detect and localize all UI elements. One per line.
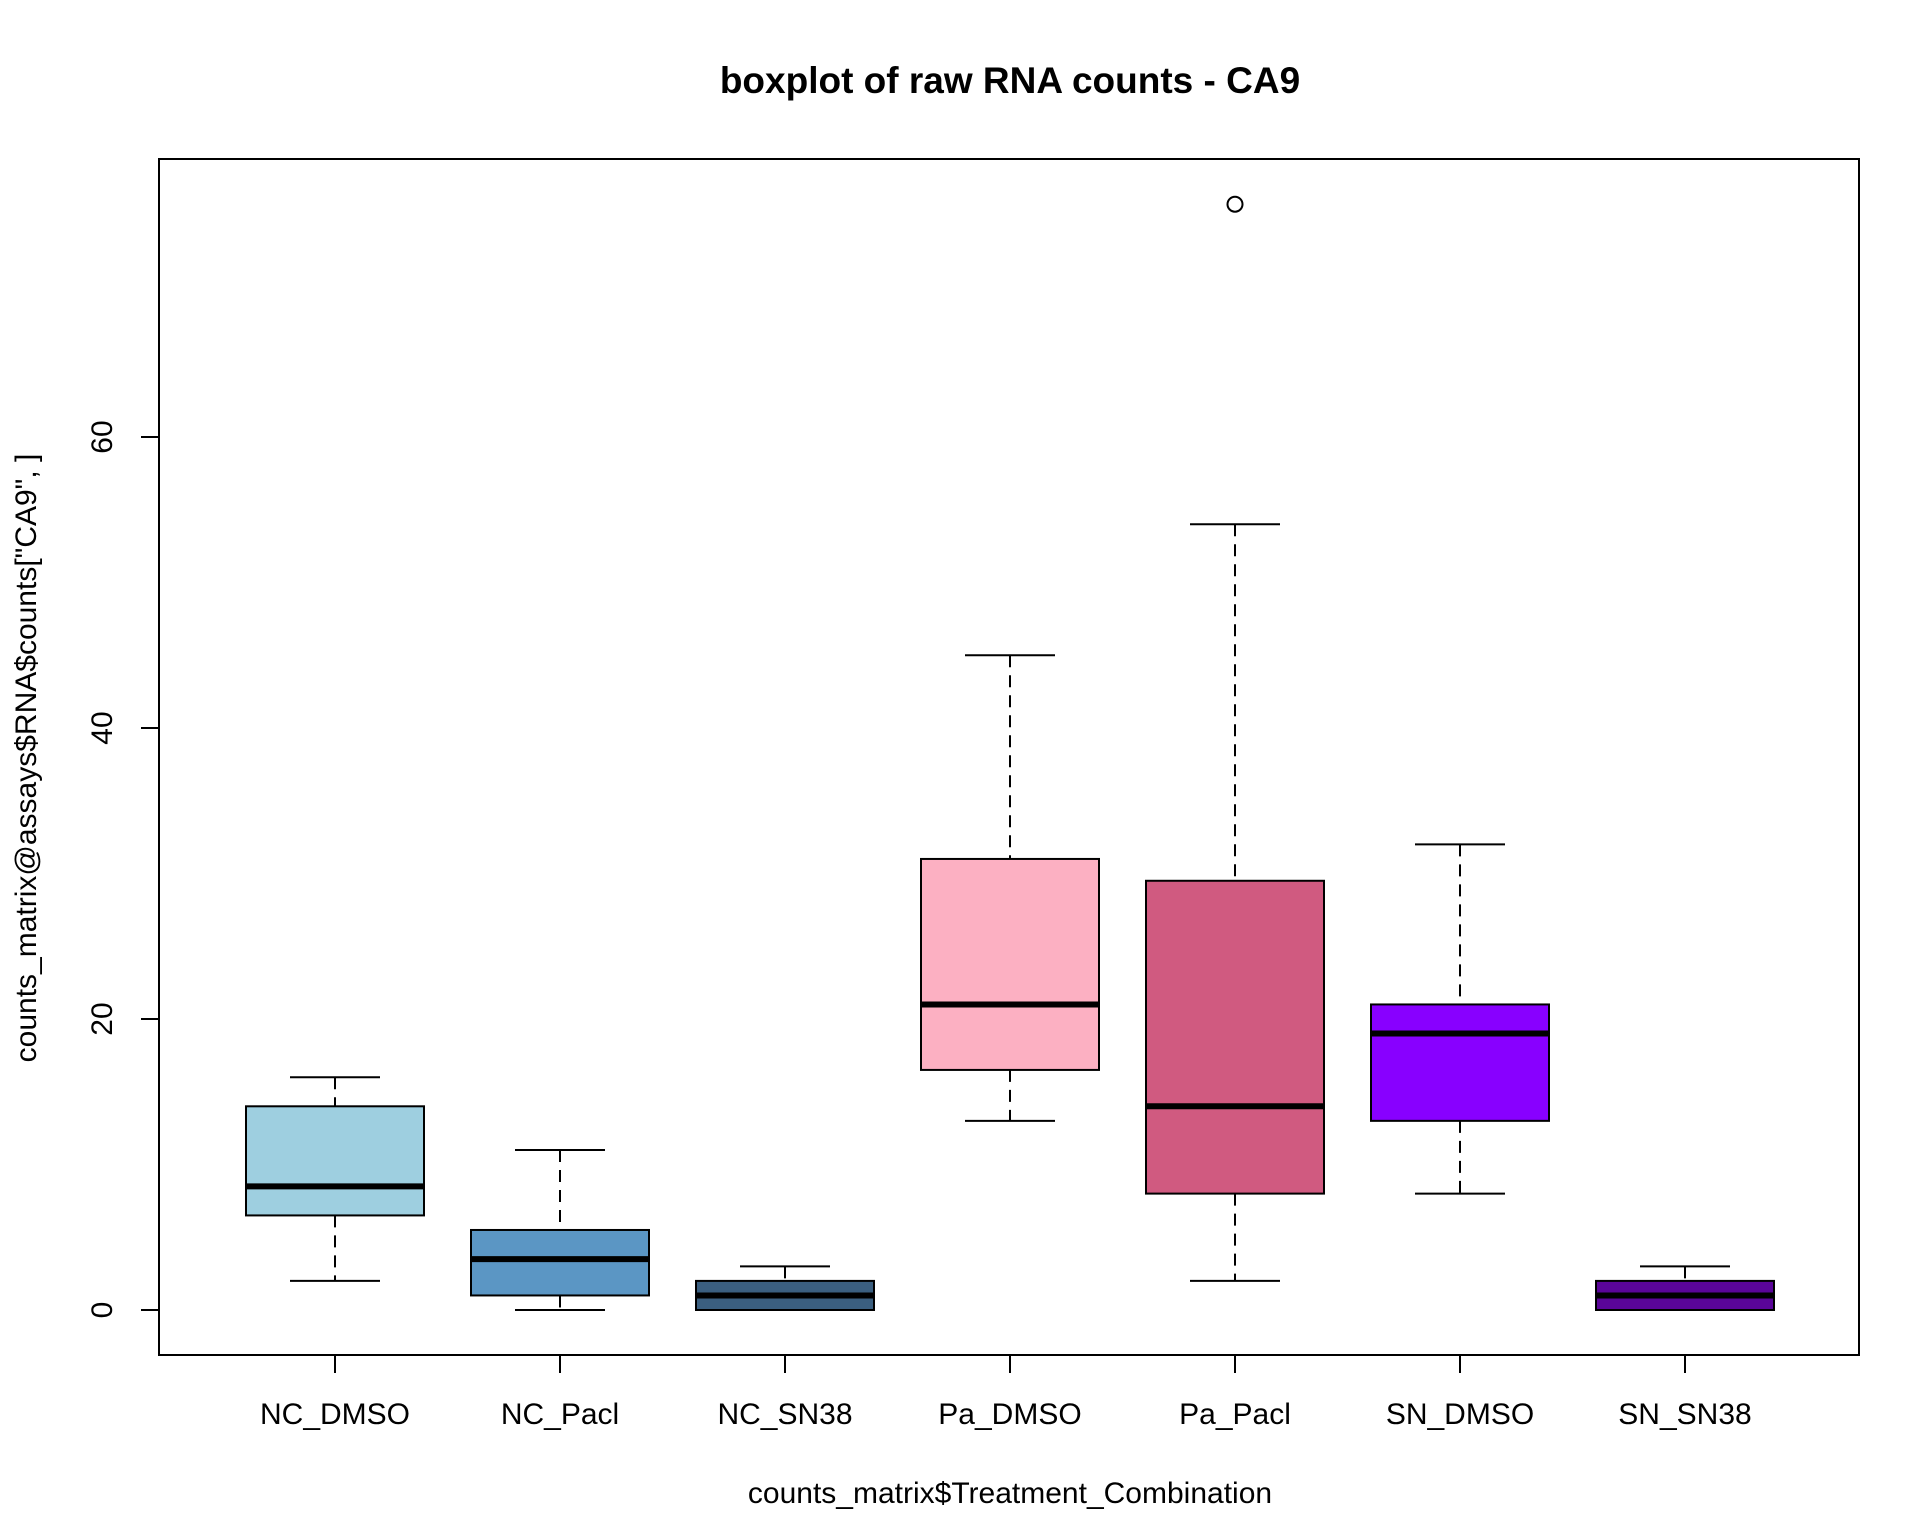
box-group-nc-pacl bbox=[470, 1148, 650, 1311]
box bbox=[470, 1228, 650, 1297]
y-tick-label: 60 bbox=[86, 420, 119, 453]
boxes-layer bbox=[245, 195, 1775, 1312]
x-tick-label: SN_SN38 bbox=[1618, 1398, 1751, 1431]
box-group-sn-dmso bbox=[1370, 843, 1550, 1195]
plot-frame bbox=[158, 158, 1860, 1356]
y-tick-label: 0 bbox=[86, 1302, 119, 1319]
box-group-pa-pacl bbox=[1145, 195, 1325, 1282]
x-tick-label: SN_DMSO bbox=[1386, 1398, 1534, 1431]
x-tick-label: Pa_DMSO bbox=[938, 1398, 1081, 1431]
box bbox=[1145, 879, 1325, 1195]
box bbox=[245, 1105, 425, 1217]
box bbox=[920, 857, 1100, 1071]
chart-title: boxplot of raw RNA counts - CA9 bbox=[720, 60, 1300, 101]
x-tick-label: NC_SN38 bbox=[717, 1398, 852, 1431]
box-group-pa-dmso bbox=[920, 654, 1100, 1122]
box bbox=[1370, 1003, 1550, 1122]
y-tick-label: 20 bbox=[86, 1002, 119, 1035]
x-axis-label: counts_matrix$Treatment_Combination bbox=[748, 1477, 1272, 1510]
y-tick-label: 40 bbox=[86, 711, 119, 744]
x-tick-label: Pa_Pacl bbox=[1179, 1398, 1291, 1431]
box-group-nc-sn38 bbox=[695, 1265, 875, 1312]
outlier-point bbox=[1226, 195, 1244, 213]
x-tick-label: NC_Pacl bbox=[501, 1398, 619, 1431]
box-group-sn-sn38 bbox=[1595, 1265, 1775, 1312]
x-tick-label: NC_DMSO bbox=[260, 1398, 410, 1431]
box-group-nc-dmso bbox=[245, 1076, 425, 1282]
y-axis-label: counts_matrix@assays$RNA$counts["CA9", ] bbox=[10, 454, 43, 1063]
x-axis: NC_DMSO NC_Pacl NC_SN38 Pa_DMSO Pa_Pacl SN_DM… bbox=[260, 1354, 1752, 1431]
